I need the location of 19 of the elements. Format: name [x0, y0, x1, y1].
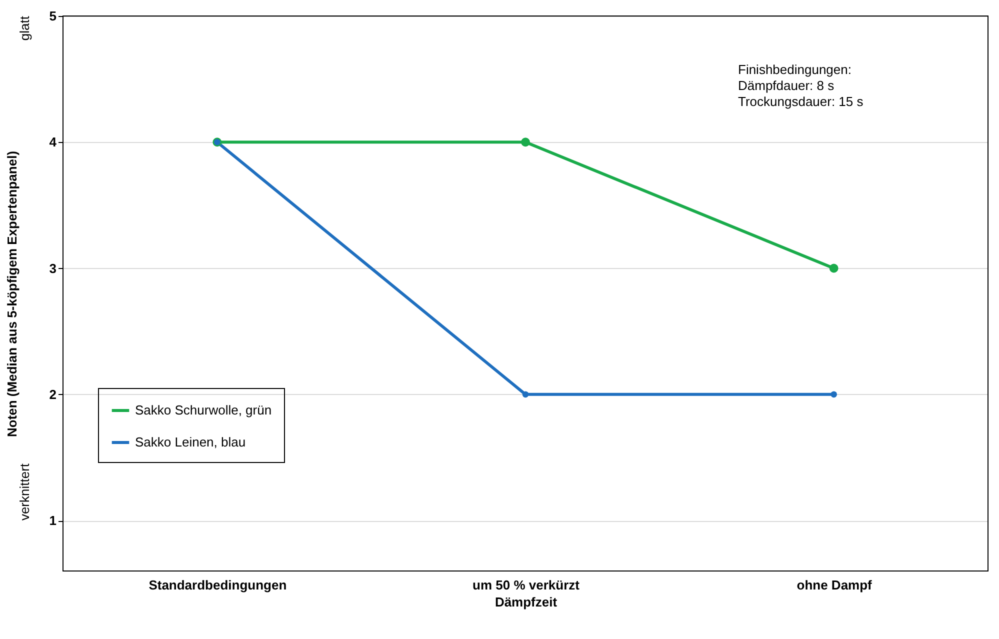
y-tick-label: 4: [49, 134, 58, 150]
y-axis-title: Noten (Median aus 5-köpfigem Expertenpanel): [4, 150, 20, 438]
x-tick-label: ohne Dampf: [796, 578, 873, 592]
y-tick-label: 3: [49, 260, 56, 276]
point: [830, 391, 837, 398]
legend-label: Sakko Schurwolle, grün: [135, 402, 272, 418]
point: [829, 264, 838, 273]
y-tick-label: 5: [49, 8, 56, 24]
text: glatt: [17, 16, 32, 41]
point: [521, 138, 530, 147]
y-tick-label: 1: [49, 513, 56, 528]
legend-label: Sakko Leinen, blau: [135, 434, 246, 450]
x-tick-label: Standardbedingungen: [148, 578, 287, 592]
point: [522, 391, 529, 398]
y-tick-label: 2: [49, 386, 56, 402]
x-axis-title: Dämpfzeit: [494, 594, 558, 610]
text: verknittert: [17, 463, 32, 521]
x-tick-label: um 50 % verkürzt: [472, 578, 580, 592]
annotation: Finishbedingungen: Dämpfdauer: 8 s Trockungsdauer: 15 s: [738, 62, 864, 109]
